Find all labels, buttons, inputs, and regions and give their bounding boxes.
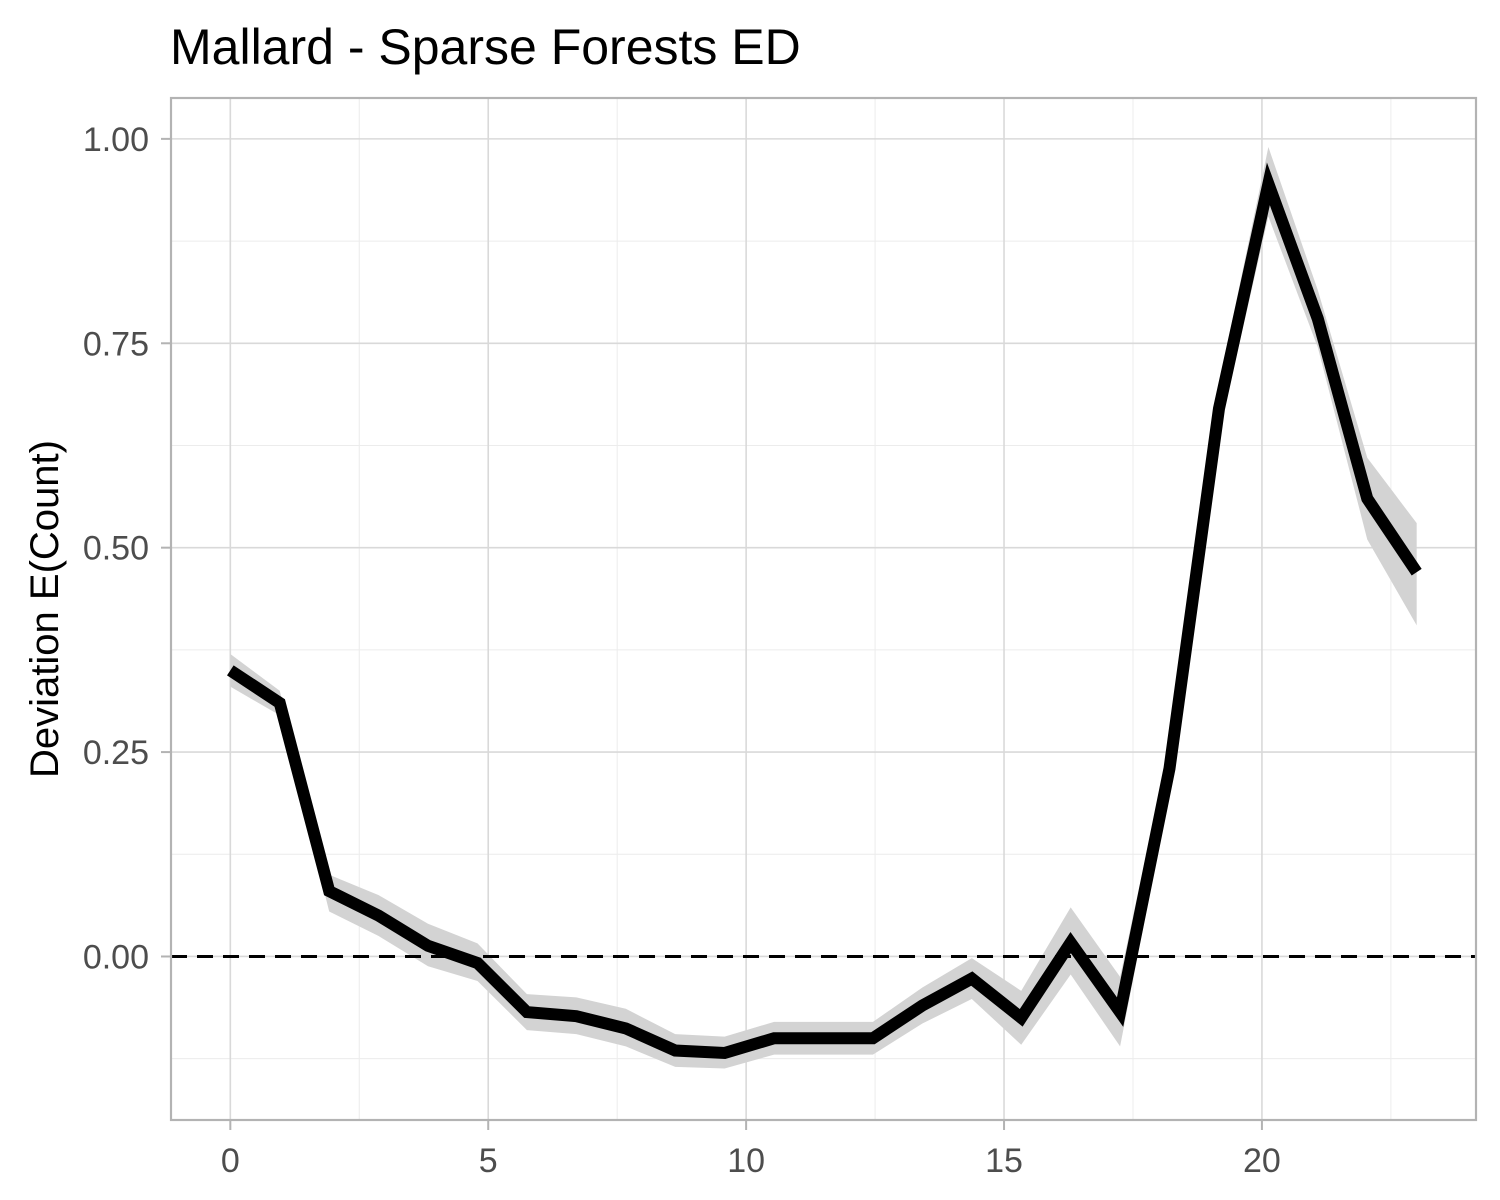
y-axis: 0.00 0.25 0.50 0.75 1.00: [83, 121, 171, 976]
y-tick-label: 0.50: [83, 530, 149, 568]
major-gridlines: [171, 98, 1476, 1120]
confidence-band: [230, 147, 1417, 1069]
y-tick-label: 0.25: [83, 734, 149, 772]
y-tick-label: 0.75: [83, 325, 149, 363]
y-tick-label: 0.00: [83, 938, 149, 976]
y-axis-title: Deviation E(Count): [23, 440, 67, 778]
x-tick-label: 0: [221, 1142, 240, 1180]
y-tick-label: 1.00: [83, 121, 149, 159]
x-tick-label: 15: [985, 1142, 1023, 1180]
x-tick-label: 20: [1243, 1142, 1281, 1180]
panel-border: [169, 96, 1478, 1122]
series-line: [227, 162, 1422, 1060]
minor-gridlines: [171, 98, 1476, 1120]
confidence-band-layer: [230, 147, 1417, 1069]
x-tick-label: 5: [479, 1142, 498, 1180]
chart-title: Mallard - Sparse Forests ED: [170, 19, 801, 75]
x-tick-label: 10: [727, 1142, 765, 1180]
series-line-layer: [227, 162, 1422, 1060]
x-axis: 0 5 10 15 20: [221, 1120, 1281, 1180]
